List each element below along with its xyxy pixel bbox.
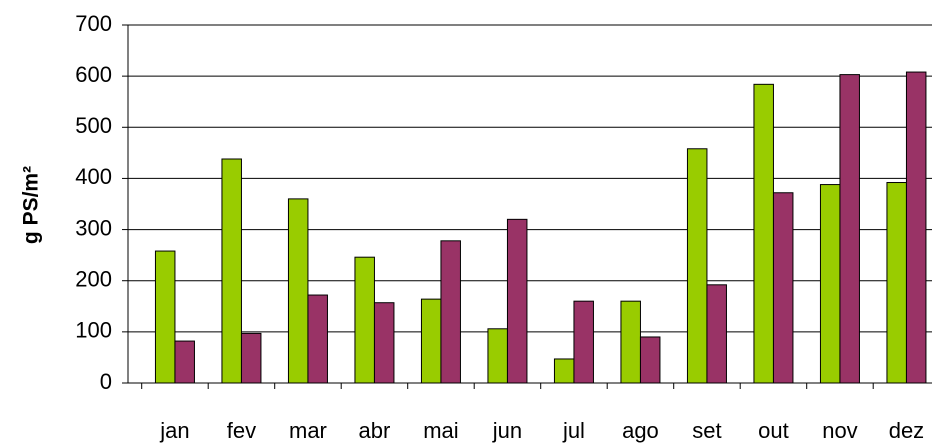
bar xyxy=(905,71,927,384)
bar xyxy=(819,184,841,384)
bar xyxy=(772,192,794,384)
x-tick-label: dez xyxy=(889,418,924,443)
bar xyxy=(573,300,594,384)
x-tick-label: ago xyxy=(622,418,659,443)
x-tick-label: out xyxy=(758,418,789,443)
bar xyxy=(420,298,442,384)
y-axis-label: g PS/m² xyxy=(20,166,43,244)
y-tick-label: 300 xyxy=(75,215,112,240)
y-tick-label: 100 xyxy=(75,318,112,343)
x-tick-label: mar xyxy=(289,418,327,443)
x-tick-label: mai xyxy=(423,418,458,443)
bar xyxy=(753,83,774,384)
bar xyxy=(373,302,395,384)
bar xyxy=(487,328,508,384)
bar xyxy=(221,158,242,384)
bar xyxy=(686,148,708,384)
bar xyxy=(706,284,727,384)
y-tick-label: 600 xyxy=(75,62,112,87)
bar xyxy=(839,74,860,384)
bar xyxy=(287,198,309,384)
x-tick-label: abr xyxy=(359,418,391,443)
bar xyxy=(440,240,461,384)
bar xyxy=(553,358,575,384)
y-tick-label: 0 xyxy=(100,369,112,394)
x-tick-label: jan xyxy=(159,418,189,443)
y-tick-label: 500 xyxy=(75,113,112,138)
bar xyxy=(307,294,328,384)
bar xyxy=(354,256,375,384)
bar xyxy=(174,340,195,384)
bar xyxy=(240,332,262,384)
x-tick-label: jun xyxy=(492,418,522,443)
bar xyxy=(620,300,641,384)
bar xyxy=(639,336,661,384)
bar xyxy=(886,182,907,384)
bar xyxy=(154,250,176,384)
y-tick-label: 700 xyxy=(75,11,112,36)
x-tick-label: jul xyxy=(562,418,585,443)
x-tick-label: fev xyxy=(227,418,256,443)
x-tick-label: set xyxy=(692,418,721,443)
y-tick-label: 400 xyxy=(75,164,112,189)
bar xyxy=(506,218,528,384)
x-tick-label: nov xyxy=(822,418,857,443)
y-tick-label: 200 xyxy=(75,267,112,292)
